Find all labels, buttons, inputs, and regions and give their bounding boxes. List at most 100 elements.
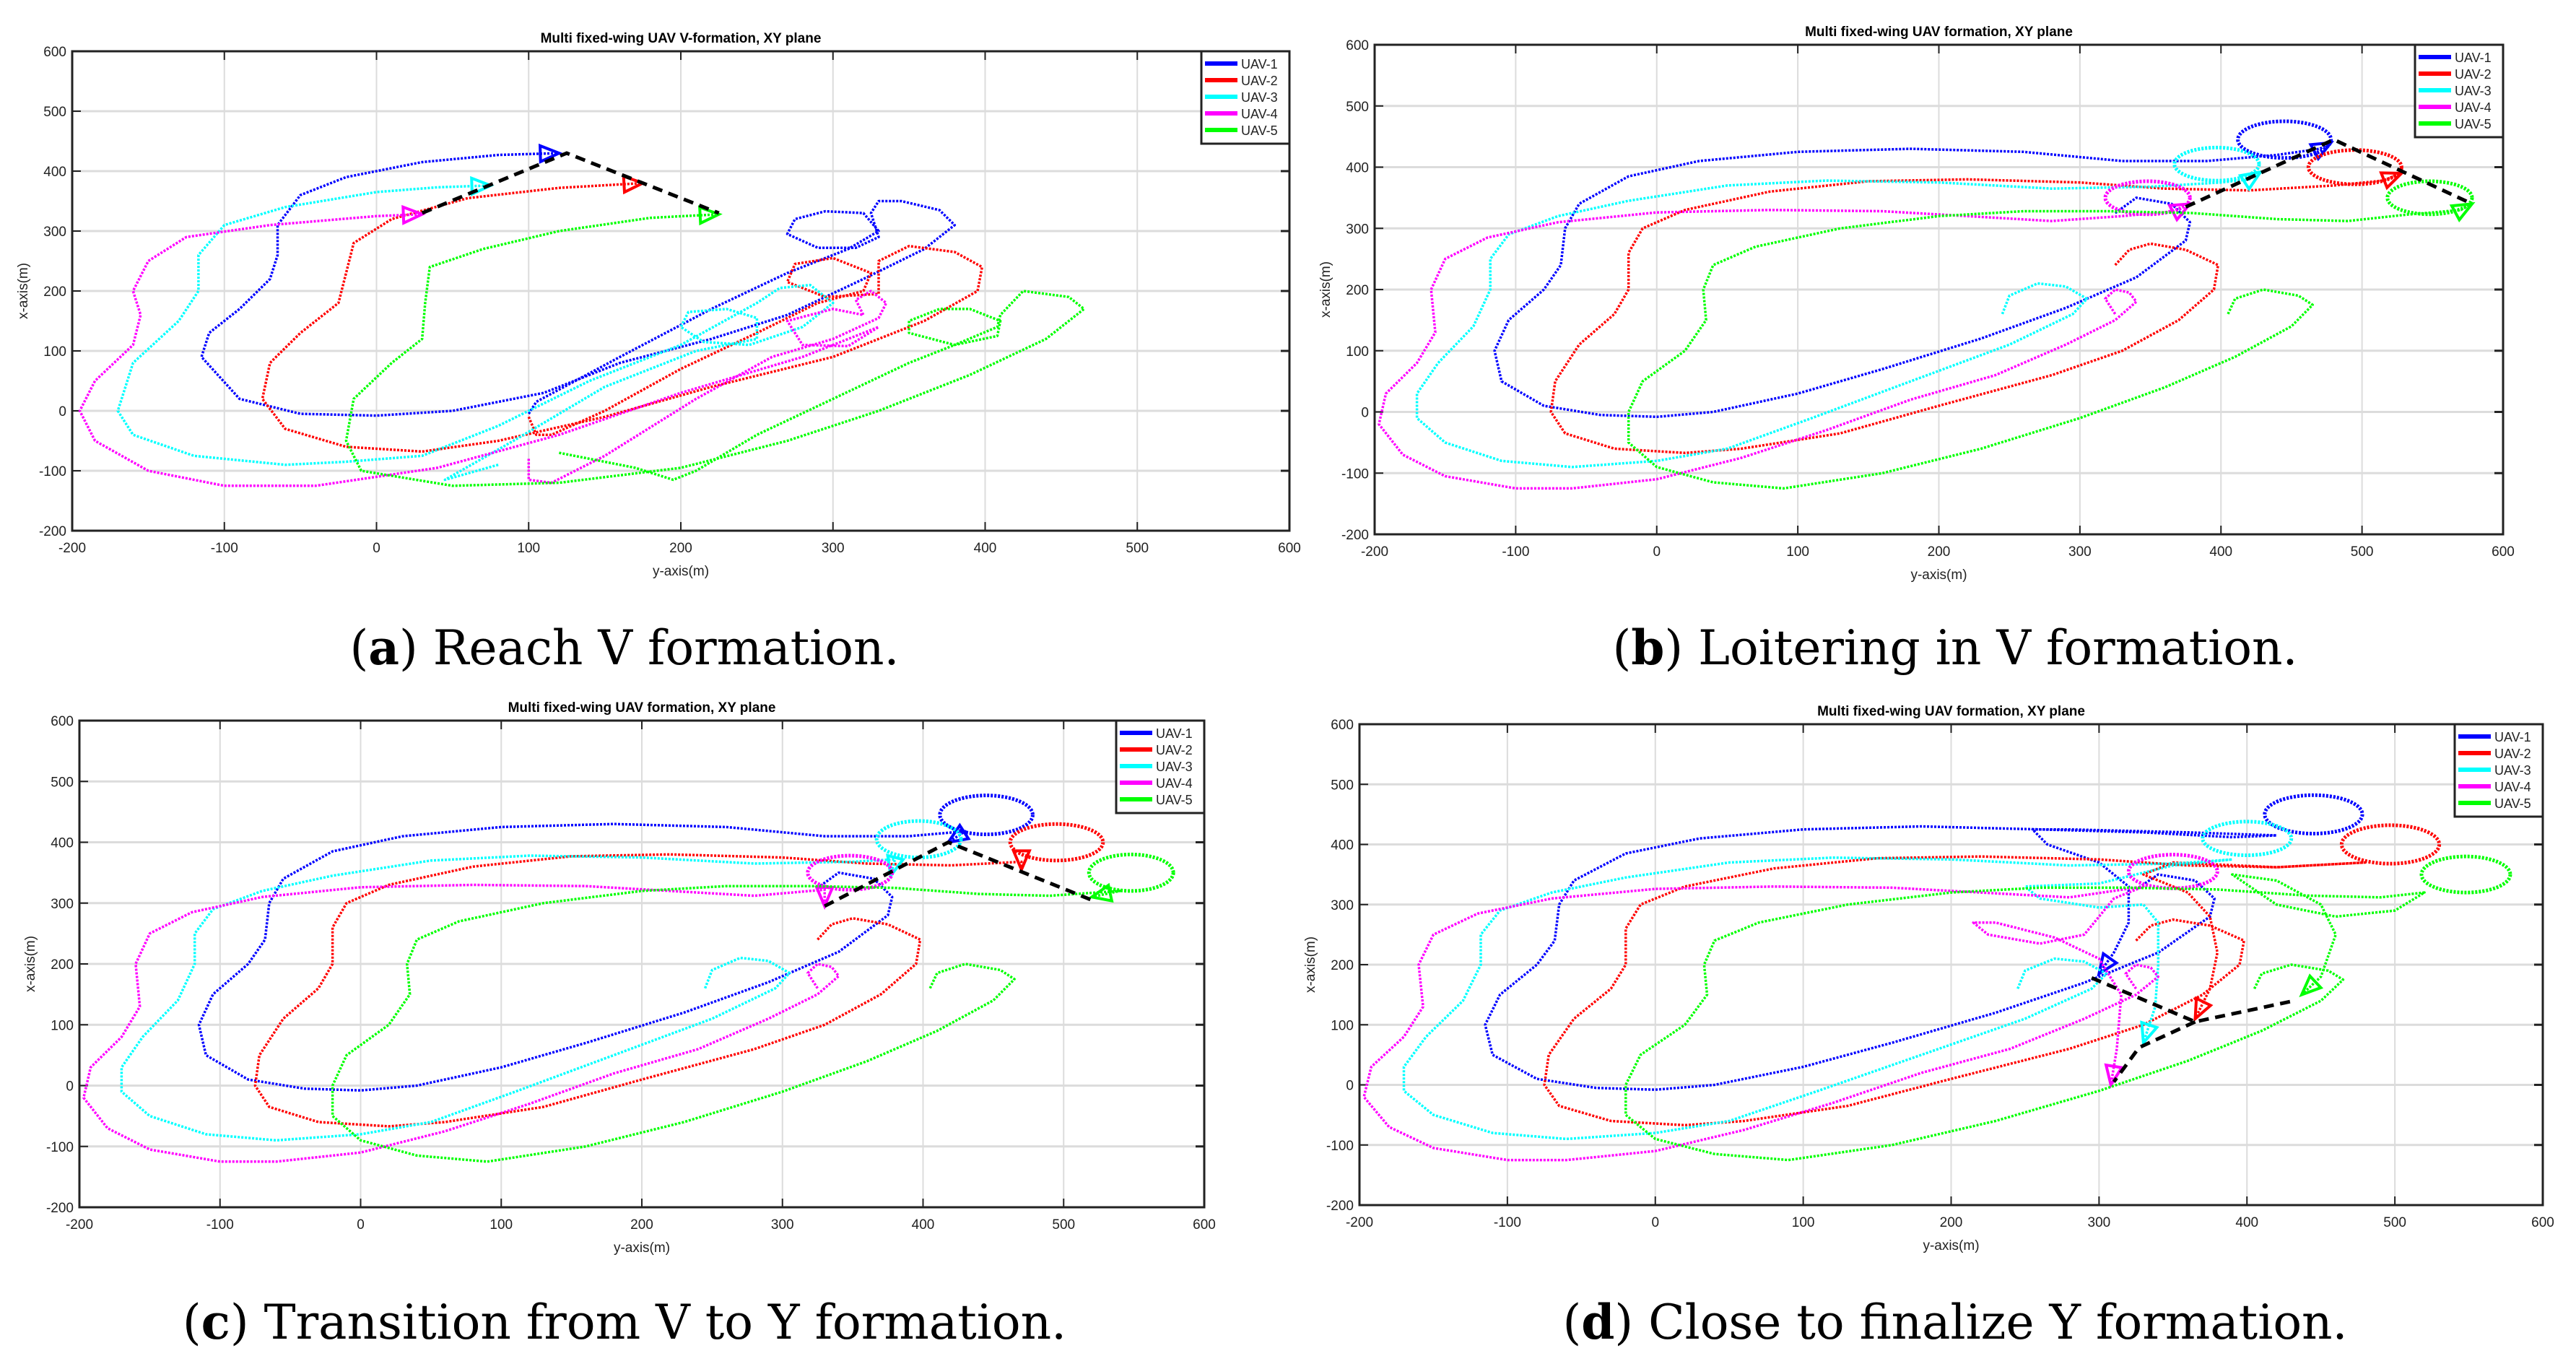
x-tick-label: 100 bbox=[1786, 544, 1809, 560]
loiter-loop bbox=[2385, 179, 2474, 217]
legend-label: UAV-5 bbox=[1156, 793, 1193, 807]
uav-arrow-marker bbox=[1011, 849, 1032, 874]
loiter-loop bbox=[1087, 852, 1175, 893]
series-uav-5 bbox=[331, 852, 1175, 1163]
uav-arrow-marker bbox=[2449, 201, 2476, 223]
series-uav-1 bbox=[197, 794, 1035, 1092]
y-tick-label: 0 bbox=[58, 404, 66, 420]
x-tick-label: 0 bbox=[357, 1217, 365, 1233]
chart-title: Multi fixed-wing UAV formation, XY plane bbox=[1805, 25, 2073, 40]
series-uav-1 bbox=[1484, 793, 2364, 1091]
y-tick-label: 500 bbox=[1331, 778, 1354, 793]
y-tick-label: 300 bbox=[51, 897, 74, 912]
formation-line bbox=[2185, 137, 2473, 209]
y-tick-label: -100 bbox=[46, 1140, 74, 1155]
legend-label: UAV-1 bbox=[1241, 57, 1278, 71]
loiter-loop bbox=[2126, 853, 2219, 890]
uav-arrow-marker bbox=[401, 204, 426, 225]
uav-arrow-marker bbox=[538, 143, 563, 164]
loiter-loop bbox=[2263, 793, 2364, 836]
y-tick-label: 200 bbox=[43, 284, 66, 300]
uav-arrow-marker bbox=[2237, 170, 2264, 192]
x-tick-label: -100 bbox=[1502, 544, 1529, 560]
series-uav-2 bbox=[1549, 148, 2406, 455]
caption-a: aReach V formation. bbox=[350, 620, 900, 676]
caption-d: dClose to finalize Y formation. bbox=[1562, 1294, 2347, 1350]
trajectory-line bbox=[197, 822, 967, 1092]
x-axis-label: y-axis(m) bbox=[614, 1240, 670, 1256]
y-tick-label: 100 bbox=[1331, 1018, 1354, 1033]
x-tick-label: 600 bbox=[1193, 1217, 1216, 1233]
caption-c: cTransition from V to Y formation. bbox=[183, 1294, 1066, 1350]
uav-arrow-marker bbox=[697, 205, 723, 226]
loiter-loop bbox=[1008, 822, 1105, 863]
y-axis-label: x-axis(m) bbox=[16, 263, 31, 319]
legend: UAV-1 UAV-2 UAV-3 UAV-4 UAV-5 bbox=[2453, 723, 2544, 818]
y-tick-label: 100 bbox=[43, 344, 66, 360]
trajectory-line bbox=[1627, 202, 2473, 490]
legend-label: UAV-1 bbox=[2455, 51, 2492, 65]
x-tick-label: 500 bbox=[1052, 1217, 1075, 1233]
axes-frame bbox=[1373, 43, 2505, 536]
x-tick-label: 400 bbox=[2209, 544, 2232, 560]
x-tick-label: 200 bbox=[1928, 544, 1951, 560]
caption-label: d bbox=[1562, 1294, 1648, 1350]
trajectory-line bbox=[1378, 202, 2191, 490]
formation-line bbox=[2091, 976, 2295, 1024]
x-tick-label: -100 bbox=[211, 541, 238, 556]
chart-title: Multi fixed-wing UAV V-formation, XY pla… bbox=[541, 31, 822, 46]
x-tick-label: 300 bbox=[771, 1217, 794, 1233]
x-tick-label: 100 bbox=[517, 541, 540, 556]
y-tick-label: 400 bbox=[1346, 161, 1369, 176]
legend-label: UAV-3 bbox=[1241, 90, 1278, 105]
caption-text: Transition from V to Y formation. bbox=[264, 1295, 1067, 1350]
legend-label: UAV-3 bbox=[2455, 84, 2492, 98]
series-uav-5 bbox=[1624, 854, 2512, 1162]
y-tick-label: -200 bbox=[1341, 528, 1369, 543]
trajectory-line bbox=[1493, 142, 2332, 419]
trajectory-line bbox=[1484, 825, 2278, 1091]
series-uav-5 bbox=[1627, 179, 2476, 490]
y-tick-label: 400 bbox=[43, 165, 66, 180]
x-tick-label: 500 bbox=[2383, 1215, 2406, 1230]
x-axis-label: y-axis(m) bbox=[1923, 1238, 1979, 1253]
x-tick-label: -200 bbox=[1361, 544, 1388, 560]
formation-line bbox=[824, 840, 1093, 908]
panel-d: -200 -100 0 100 200 300 400 500 600 -200 -100 0 100 2… bbox=[1303, 704, 2554, 1253]
uav-arrow-marker bbox=[2308, 141, 2335, 162]
uav-arrow-marker bbox=[2379, 171, 2406, 191]
x-tick-label: -100 bbox=[206, 1217, 234, 1233]
y-tick-label: 500 bbox=[51, 775, 74, 790]
trajectory-line bbox=[120, 854, 897, 1142]
y-tick-label: 400 bbox=[51, 836, 74, 851]
y-tick-label: -200 bbox=[46, 1201, 74, 1216]
legend-label: UAV-4 bbox=[1241, 107, 1278, 121]
legend-label: UAV-5 bbox=[2455, 117, 2492, 131]
series-uav-2 bbox=[1543, 823, 2442, 1127]
legend-label: UAV-4 bbox=[2455, 100, 2492, 115]
caption-b: bLoitering in V formation. bbox=[1612, 620, 2297, 676]
y-axis-label: x-axis(m) bbox=[23, 936, 38, 992]
axes-frame bbox=[1358, 723, 2544, 1207]
trajectory-line bbox=[344, 213, 1086, 487]
x-tick-label: 0 bbox=[373, 541, 380, 556]
y-axis-label: x-axis(m) bbox=[1303, 936, 1318, 993]
x-tick-label: -200 bbox=[1346, 1215, 1373, 1230]
series-uav-2 bbox=[261, 174, 984, 453]
x-tick-label: 400 bbox=[2235, 1215, 2258, 1230]
series-uav-5 bbox=[344, 205, 1086, 487]
trajectory-line bbox=[1549, 172, 2402, 455]
caption-label: c bbox=[183, 1294, 264, 1350]
legend-label: UAV-2 bbox=[2494, 747, 2531, 761]
legend: UAV-1 UAV-2 UAV-3 UAV-4 UAV-5 bbox=[1200, 50, 1291, 145]
y-tick-label: 100 bbox=[51, 1018, 74, 1033]
loiter-loop bbox=[2306, 148, 2403, 186]
x-tick-label: -100 bbox=[1494, 1215, 1521, 1230]
series-uav-3 bbox=[120, 819, 963, 1142]
legend-label: UAV-5 bbox=[2494, 796, 2531, 811]
y-tick-label: 100 bbox=[1346, 344, 1369, 360]
panel-b: -200 -100 0 100 200 300 400 500 600 -200 -100 0 100 2… bbox=[1318, 25, 2515, 583]
loiter-loop bbox=[938, 794, 1035, 837]
panel-c: -200 -100 0 100 200 300 400 500 600 -200 -100 0 100 2… bbox=[23, 700, 1216, 1256]
